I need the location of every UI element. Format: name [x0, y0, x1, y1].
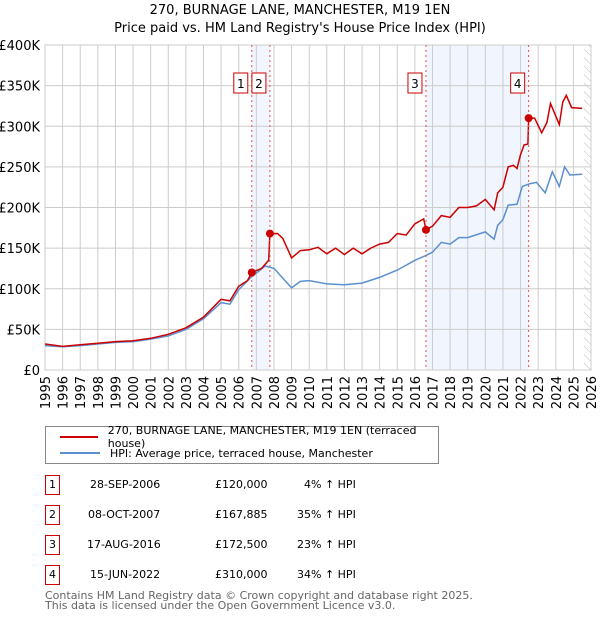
x-tick-label: 2013 — [356, 376, 371, 409]
sale-point — [524, 114, 533, 123]
legend-item-hpi: HPI: Average price, terraced house, Manc… — [60, 445, 373, 461]
sale-price: £310,000 — [215, 568, 268, 581]
sale-date: 15-JUN-2022 — [90, 568, 161, 581]
price-chart: 1 2 3 4 £0 £50K £100K £150K £200K £250K £300K £350K… — [0, 39, 600, 409]
x-tick-label: 1997 — [74, 376, 89, 409]
x-tick-label: 2004 — [198, 376, 213, 409]
chart-subtitle: Price paid vs. HM Land Registry's House … — [114, 21, 486, 36]
footer-copyright: Contains HM Land Registry data © Crown c… — [45, 589, 473, 602]
sale-hpi: 34% ↑ HPI — [297, 568, 356, 581]
x-tick-label: 2019 — [462, 376, 477, 409]
sale-hpi: 23% ↑ HPI — [297, 538, 356, 551]
y-tick-label: £300K — [0, 120, 40, 135]
series-line — [44, 165, 583, 348]
sale-marker-label: 1 — [45, 475, 60, 495]
x-tick-label: 2018 — [444, 376, 459, 409]
x-tick-label: 2006 — [233, 376, 248, 409]
chart-title: 270, BURNAGE LANE, MANCHESTER, M19 1EN — [149, 3, 451, 18]
legend-label: 270, BURNAGE LANE, MANCHESTER, M19 1EN (… — [107, 424, 417, 450]
x-tick-label: 1996 — [57, 376, 72, 409]
sale-date: 08-OCT-2007 — [88, 508, 161, 521]
y-tick-label: £200K — [0, 202, 40, 217]
x-tick-label: 1995 — [39, 376, 54, 409]
sale-marker-box — [233, 72, 249, 94]
legend-swatch-blue — [60, 452, 100, 454]
x-tick-label: 2026 — [585, 376, 600, 409]
x-tick-label: 2023 — [532, 376, 547, 409]
legend-label: HPI: Average price, terraced house, Manc… — [110, 446, 373, 460]
legend-item-property: 270, BURNAGE LANE, MANCHESTER, M19 1EN (… — [60, 424, 438, 450]
y-tick-label: £50K — [7, 323, 41, 338]
footer-licence: This data is licensed under the Open Gov… — [45, 599, 396, 612]
x-tick-label: 2025 — [567, 376, 582, 409]
y-tick-label: £150K — [0, 242, 40, 257]
legend: 270, BURNAGE LANE, MANCHESTER, M19 1EN (… — [45, 424, 439, 464]
x-tick-label: 2001 — [145, 376, 160, 409]
x-tick-label: 2008 — [268, 376, 283, 409]
transaction-row: 3 17-AUG-2016 £172,500 23% ↑ HPI — [45, 535, 445, 555]
x-tick-label: 2009 — [286, 376, 301, 409]
x-tick-label: 2015 — [391, 376, 406, 409]
sale-hpi: 4% ↑ HPI — [304, 478, 356, 491]
x-tick-label: 2005 — [215, 376, 230, 409]
x-tick-label: 1998 — [92, 376, 107, 409]
transaction-row: 4 15-JUN-2022 £310,000 34% ↑ HPI — [45, 565, 445, 585]
sale-point — [421, 225, 430, 234]
x-tick-label: 2012 — [338, 376, 353, 409]
sale-marker-label: 3 — [45, 535, 60, 555]
sale-point — [247, 268, 256, 277]
x-tick-label: 2003 — [180, 376, 195, 409]
x-tick-label: 2010 — [303, 376, 318, 409]
sale-date: 28-SEP-2006 — [90, 478, 161, 491]
sale-price: £167,885 — [215, 508, 268, 521]
legend-swatch-red — [60, 436, 98, 438]
y-tick-label: £100K — [0, 283, 40, 298]
sale-marker-box — [407, 72, 423, 94]
transaction-row: 1 28-SEP-2006 £120,000 4% ↑ HPI — [45, 475, 445, 495]
y-tick-label: £0 — [23, 364, 40, 379]
x-tick-label: 2017 — [426, 376, 441, 409]
sale-price: £120,000 — [215, 478, 268, 491]
sale-point — [265, 229, 274, 238]
x-tick-label: 2024 — [550, 376, 565, 409]
transaction-row: 2 08-OCT-2007 £167,885 35% ↑ HPI — [45, 505, 445, 525]
sale-price: £172,500 — [215, 538, 268, 551]
x-tick-label: 2014 — [374, 376, 389, 409]
sale-marker-label: 1 — [237, 77, 245, 91]
x-tick-label: 2002 — [162, 376, 177, 409]
y-tick-label: £250K — [0, 161, 40, 176]
sale-marker-label: 2 — [255, 77, 263, 91]
x-tick-label: 2022 — [515, 376, 530, 409]
sale-marker-box — [251, 72, 267, 94]
plot-border — [44, 44, 592, 371]
sale-date: 17-AUG-2016 — [87, 538, 161, 551]
sale-marker-label: 2 — [45, 505, 60, 525]
sale-marker-box — [510, 72, 526, 94]
x-tick-label: 2016 — [409, 376, 424, 409]
sale-hpi: 35% ↑ HPI — [297, 508, 356, 521]
y-tick-label: £400K — [0, 39, 40, 54]
y-tick-label: £350K — [0, 80, 40, 95]
x-tick-label: 2021 — [497, 376, 512, 409]
sale-marker-label: 4 — [514, 77, 522, 91]
x-tick-label: 2020 — [479, 376, 494, 409]
x-tick-label: 2000 — [127, 376, 142, 409]
series-line — [44, 93, 583, 348]
sale-marker-label: 4 — [45, 565, 60, 585]
x-tick-label: 2007 — [250, 376, 265, 409]
x-tick-label: 1999 — [109, 376, 124, 409]
x-tick-label: 2011 — [321, 376, 336, 409]
sale-marker-label: 3 — [411, 77, 419, 91]
